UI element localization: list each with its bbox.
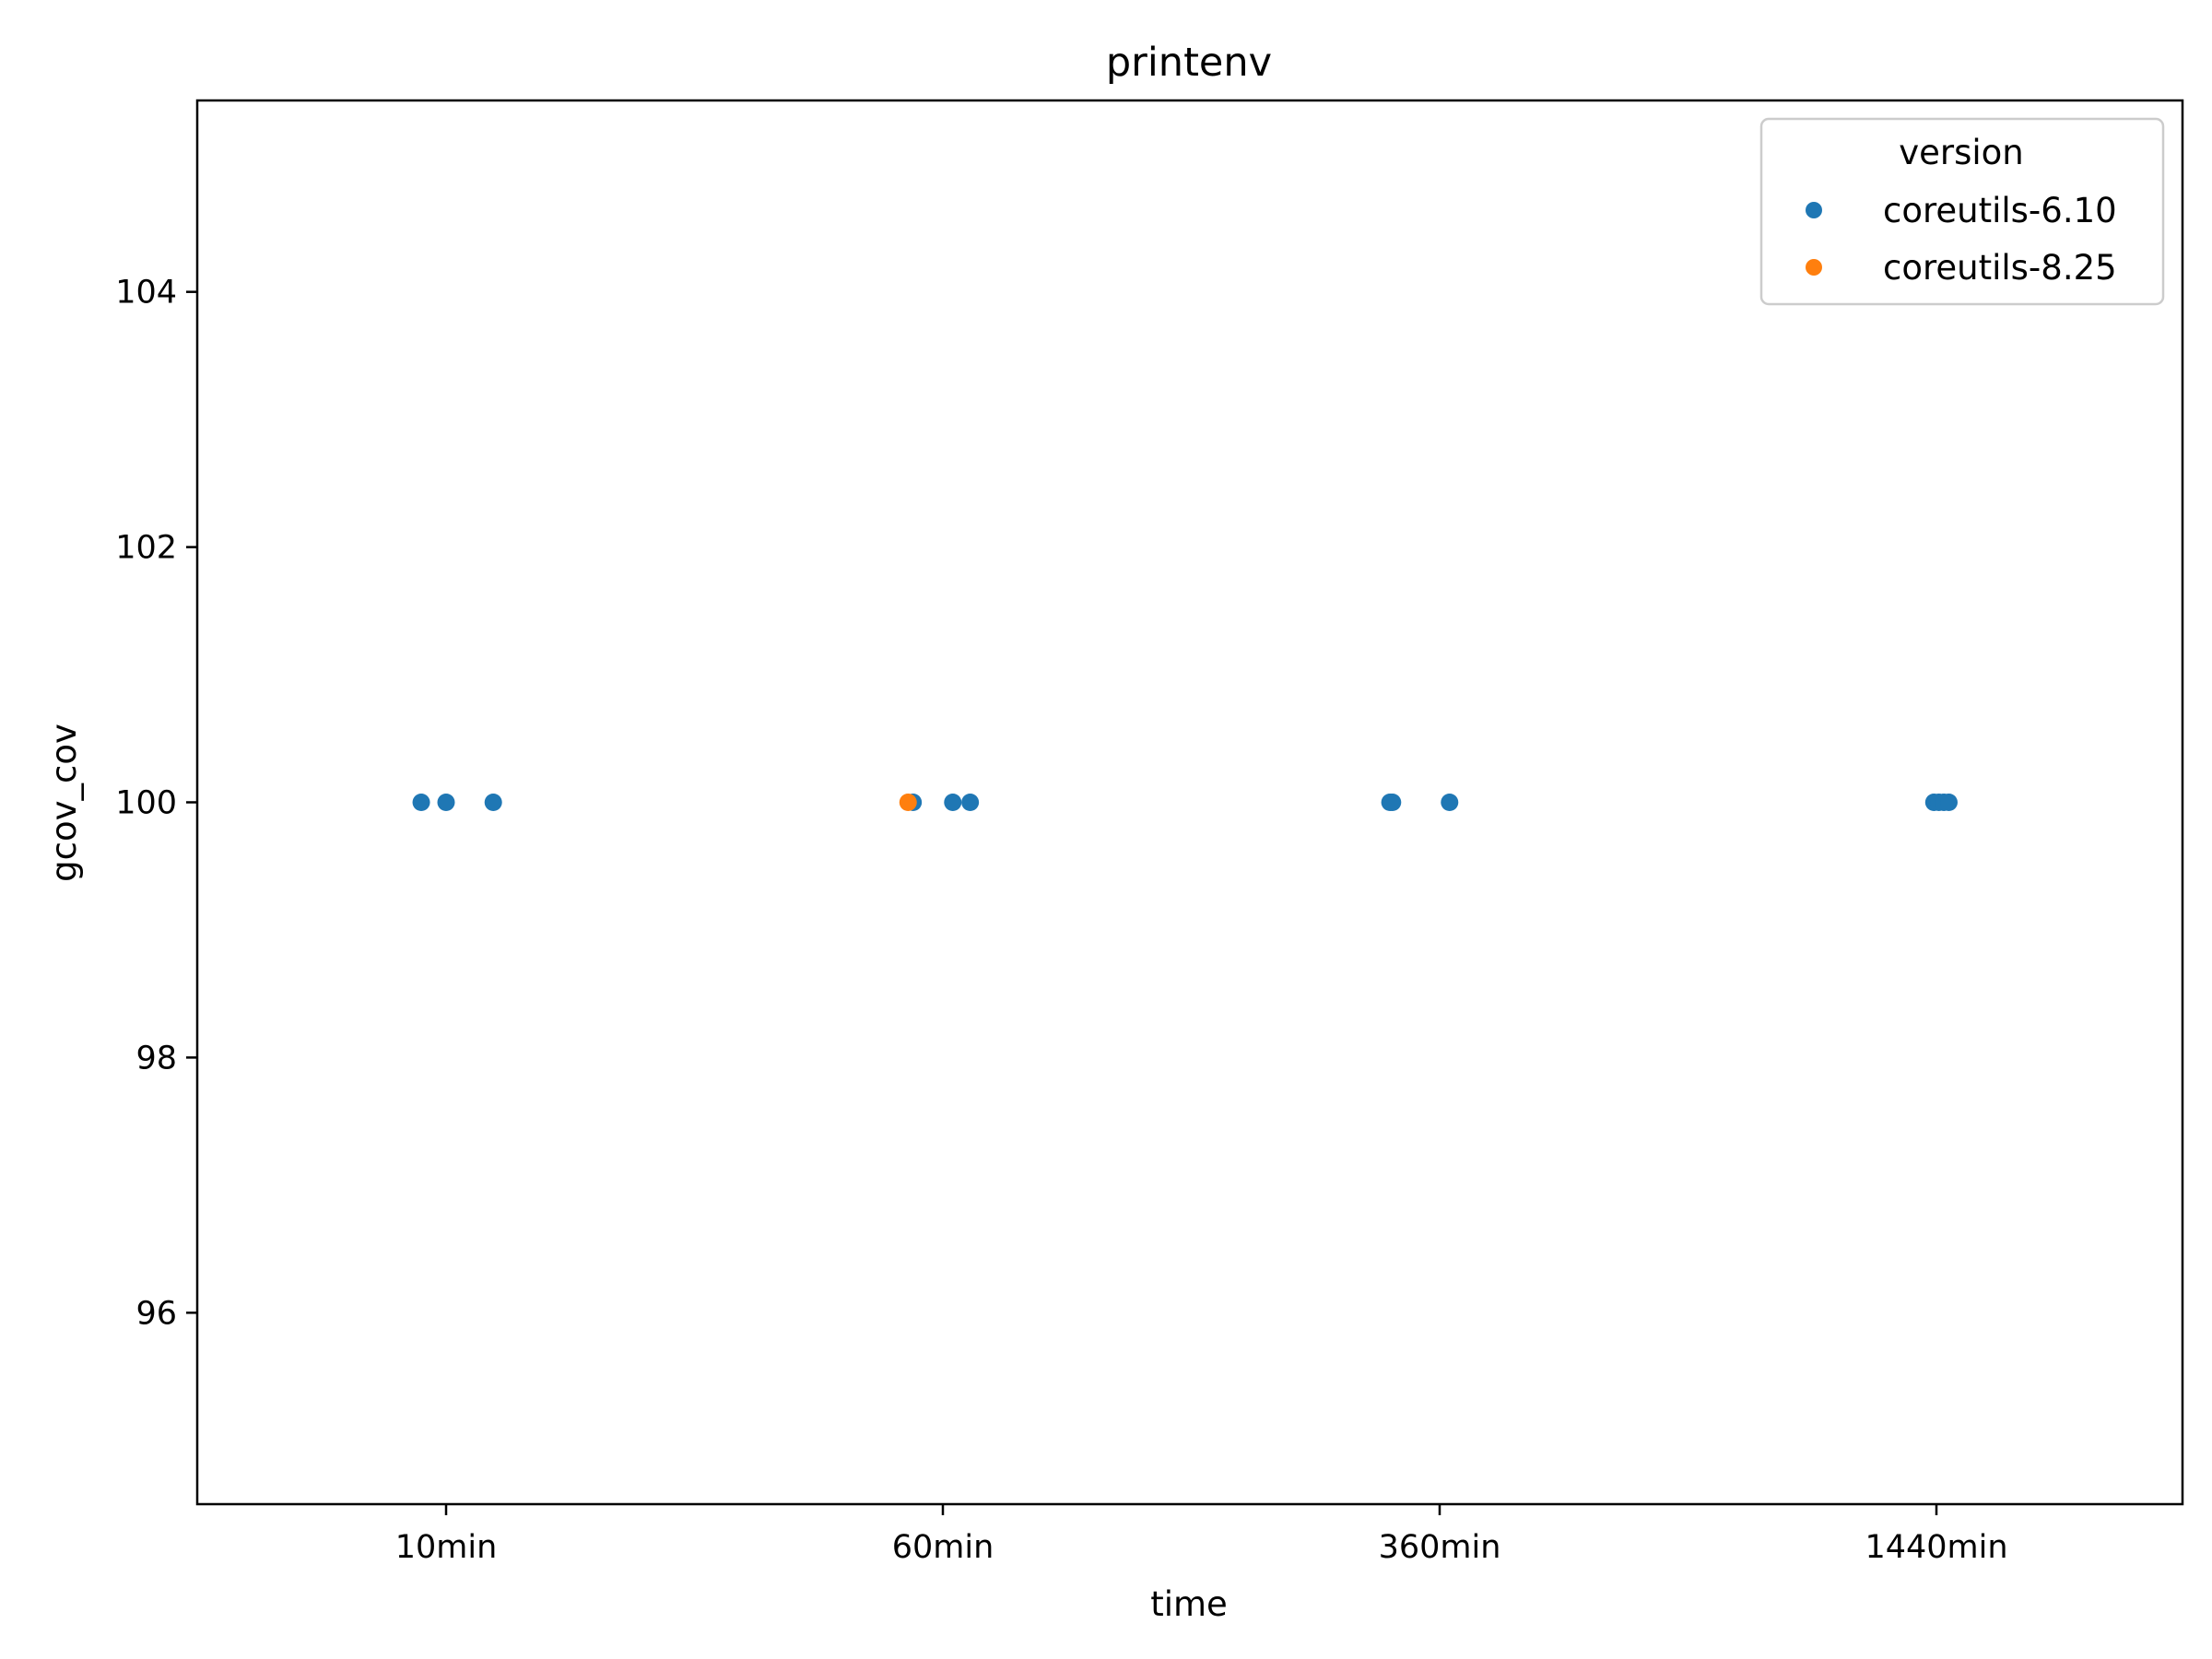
x-axis: 10min 60min 360min 1440min (395, 1504, 2008, 1566)
y-tick-label: 104 (115, 275, 177, 312)
plot-area (412, 794, 1958, 811)
y-tick-label: 102 (115, 530, 177, 567)
x-tick-label: 360min (1379, 1529, 1501, 1566)
series-coreutils-8-25 (899, 794, 917, 811)
data-point (484, 794, 502, 811)
legend-box (1759, 117, 2165, 306)
series-coreutils-6-10 (412, 794, 1958, 811)
legend-title: version (1899, 133, 2024, 172)
data-point (899, 794, 917, 811)
data-point (944, 794, 962, 811)
data-point (1383, 794, 1402, 811)
legend-label-coreutils-6-10: coreutils-6.10 (1883, 191, 2117, 230)
x-axis-label: time (1150, 1584, 1228, 1624)
legend: version coreutils-6.10 coreutils-8.25 (1759, 117, 2165, 306)
y-tick-label: 100 (115, 785, 177, 822)
x-tick-label: 1440min (1865, 1529, 2007, 1566)
y-tick-label: 96 (135, 1295, 177, 1332)
data-point (437, 794, 455, 811)
y-axis: 96 98 100 102 104 (115, 275, 197, 1332)
data-point (412, 794, 430, 811)
data-point (1939, 794, 1958, 811)
data-point (961, 794, 980, 811)
y-tick-label: 98 (135, 1040, 177, 1077)
legend-marker-coreutils-8-25 (1806, 259, 1822, 276)
y-axis-label: gcov_cov (44, 724, 84, 882)
chart-title: printenv (1106, 40, 1272, 86)
x-tick-label: 60min (892, 1529, 994, 1566)
data-point (1441, 794, 1459, 811)
x-tick-label: 10min (395, 1529, 498, 1566)
legend-label-coreutils-8-25: coreutils-8.25 (1883, 248, 2117, 288)
legend-marker-coreutils-6-10 (1806, 202, 1822, 218)
